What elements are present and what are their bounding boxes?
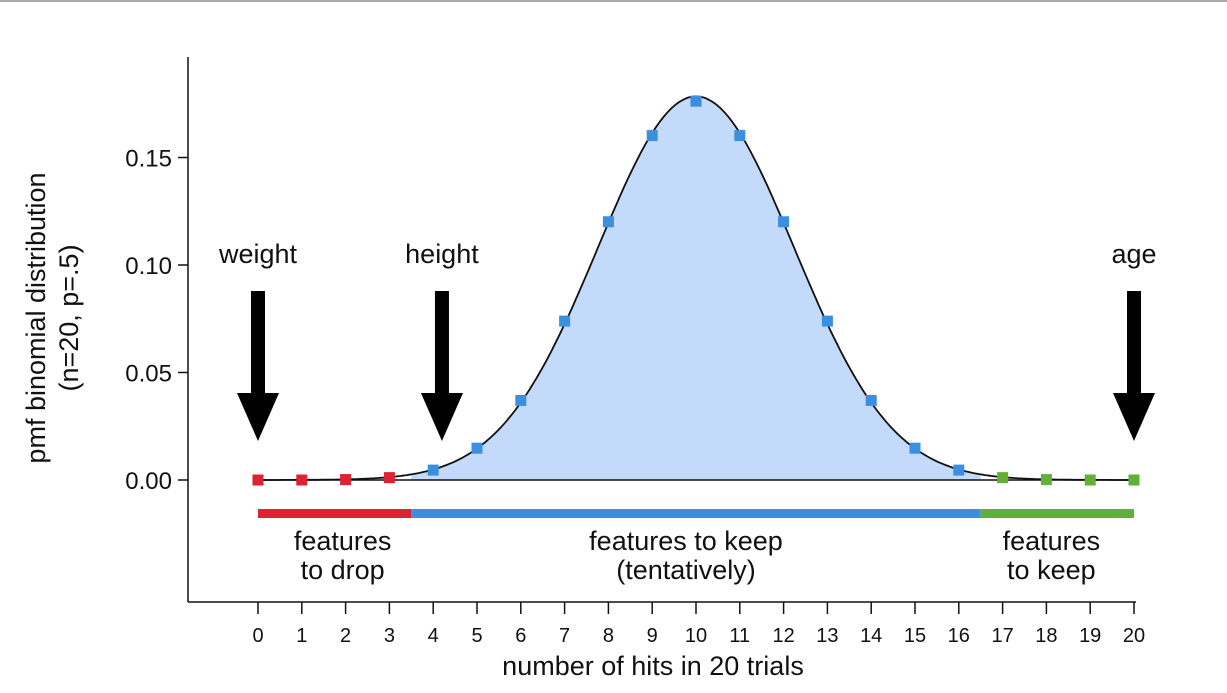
x-axis-label: number of hits in 20 trials (502, 651, 804, 681)
data-point-17 (997, 472, 1009, 484)
data-point-10 (690, 95, 702, 107)
x-tick-label: 1 (296, 625, 307, 647)
y-tick-label: 0.00 (125, 468, 172, 495)
data-point-18 (1040, 474, 1052, 486)
data-point-11 (734, 130, 746, 142)
y-axis-label-line2: (n=20, p=.5) (54, 244, 84, 391)
x-tick-label: 2 (340, 625, 351, 647)
data-point-7 (559, 315, 571, 327)
y-tick-label: 0.15 (125, 146, 172, 173)
data-point-9 (646, 130, 658, 142)
data-point-8 (602, 216, 614, 228)
data-point-3 (383, 472, 395, 484)
x-tick-label: 3 (384, 625, 395, 647)
data-point-1 (296, 474, 308, 486)
region-label-keep-tentative: (tentatively) (616, 555, 756, 585)
annotation-height: height (405, 239, 479, 269)
region-bar-keep (980, 509, 1134, 518)
data-point-12 (778, 216, 790, 228)
x-tick-label: 4 (428, 625, 439, 647)
arrow-age (1113, 291, 1155, 441)
region-bar-keep-tentative (411, 509, 981, 518)
region-label-keep: features (1003, 526, 1101, 556)
region-label-keep: to keep (1007, 555, 1096, 585)
x-tick-label: 17 (991, 625, 1013, 647)
x-tick-label: 5 (471, 625, 482, 647)
x-tick-label: 12 (772, 625, 794, 647)
x-tick-label: 13 (816, 625, 838, 647)
x-tick-label: 9 (647, 625, 658, 647)
x-tick-label: 18 (1035, 625, 1057, 647)
data-point-6 (515, 394, 527, 406)
data-point-16 (953, 464, 965, 476)
x-tick-label: 15 (904, 625, 926, 647)
x-tick-label: 11 (729, 625, 750, 647)
annotation-weight: weight (218, 239, 298, 269)
shaded-area (411, 96, 981, 481)
data-point-4 (427, 464, 439, 476)
data-point-13 (821, 315, 833, 327)
data-point-15 (909, 442, 921, 454)
data-point-2 (340, 474, 352, 486)
x-tick-label: 19 (1079, 625, 1101, 647)
data-point-0 (252, 474, 264, 486)
x-tick-label: 8 (603, 625, 614, 647)
y-tick-label: 0.10 (125, 253, 172, 280)
region-bar-drop (258, 509, 412, 518)
data-point-19 (1084, 474, 1096, 486)
x-tick-label: 10 (685, 625, 707, 647)
arrow-weight (237, 291, 279, 441)
arrow-height (420, 291, 463, 441)
data-point-5 (471, 442, 483, 454)
region-label-drop: features (294, 526, 392, 556)
y-axis-label-line1: pmf binomial distribution (21, 172, 51, 463)
x-tick-label: 7 (559, 625, 570, 647)
region-label-drop: to drop (301, 555, 385, 585)
data-point-20 (1128, 474, 1140, 486)
x-tick-label: 14 (860, 625, 882, 647)
y-tick-label: 0.05 (125, 361, 172, 388)
x-tick-label: 20 (1123, 625, 1145, 647)
data-point-14 (865, 394, 877, 406)
x-tick-label: 6 (515, 625, 526, 647)
region-label-keep-tentative: features to keep (589, 526, 783, 556)
x-tick-label: 16 (948, 625, 970, 647)
x-tick-label: 0 (252, 625, 263, 647)
annotation-age: age (1111, 239, 1156, 269)
